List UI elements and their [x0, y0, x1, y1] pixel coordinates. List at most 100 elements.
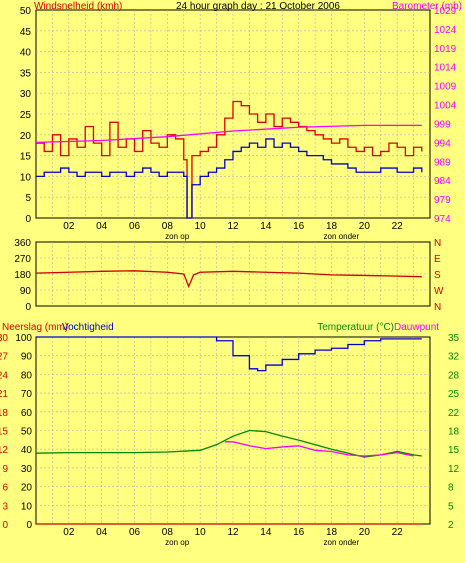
temperature-axis-title: Temperatuur (°C) — [317, 322, 394, 333]
x-tick-label-3: 08 — [162, 527, 174, 538]
rain-y-tick-label: 24 — [0, 370, 8, 381]
humidity-y-tick-label: 30 — [21, 464, 33, 475]
wind-y-tick-label: 0 — [25, 214, 31, 225]
barometer-y-tick-label: 1029 — [434, 6, 457, 17]
barometer-y-tick-label: 1009 — [434, 82, 457, 93]
direction-y-tick-label: 270 — [14, 254, 31, 265]
rain-y-tick-label: 9 — [2, 464, 8, 475]
x-tick-label-1: 08 — [162, 221, 174, 232]
temperature-y-tick-label: 8 — [448, 483, 454, 494]
chart-title: 24 hour graph day : 21 October 2006 — [176, 1, 340, 12]
direction-y-tick-label: 0 — [25, 302, 31, 313]
x-tick-label-1: 20 — [359, 221, 371, 232]
direction-y-tick-label: 90 — [20, 286, 32, 297]
humidity-axis-title: Vochtigheid — [62, 322, 114, 333]
x-tick-label-1: 22 — [392, 221, 404, 232]
x-tick-label-1: 10 — [195, 221, 207, 232]
wind-direction-series — [35, 270, 422, 289]
compass-label: N — [434, 238, 441, 249]
humidity-y-tick-label: 0 — [26, 520, 32, 531]
barometer-y-tick-label: 989 — [434, 157, 451, 168]
barometer-y-tick-label: 1014 — [434, 63, 457, 74]
x-tick-label-1: 16 — [293, 221, 305, 232]
barometer-y-tick-label: 1024 — [434, 25, 457, 36]
wind-speed-series — [36, 100, 423, 219]
x-tick-label-3: 20 — [359, 527, 371, 538]
wind-y-tick-label: 35 — [20, 68, 32, 79]
x-tick-label-1: 18 — [326, 221, 338, 232]
x-tick-label-3: 06 — [129, 527, 141, 538]
wind-y-tick-label: 30 — [20, 89, 32, 100]
temperature-y-tick-label: 35 — [448, 333, 460, 344]
barometer-y-tick-label: 984 — [434, 176, 451, 187]
barometer-y-tick-label: 999 — [434, 119, 451, 130]
x-tick-label-3: 04 — [96, 527, 108, 538]
barometer-y-tick-label: 979 — [434, 195, 451, 206]
barometer-y-tick-label: 994 — [434, 138, 451, 149]
compass-label: N — [434, 302, 441, 313]
compass-label: E — [434, 254, 441, 265]
barometer-y-tick-label: 1004 — [434, 101, 457, 112]
x-tick-label-3: 22 — [392, 527, 404, 538]
wind-y-tick-label: 40 — [20, 48, 32, 59]
humidity-y-tick-label: 90 — [21, 352, 33, 363]
x-tick-label-1: 02 — [63, 221, 75, 232]
rain-y-tick-label: 27 — [0, 352, 8, 363]
x-tick-label-3: 02 — [63, 527, 75, 538]
temperature-y-tick-label: 2 — [448, 520, 454, 531]
humidity-y-tick-label: 80 — [21, 370, 33, 381]
temperature-y-tick-label: 15 — [448, 445, 460, 456]
barometer-series — [35, 124, 422, 144]
x-tick-label-1: 14 — [260, 221, 272, 232]
x-tick-label-1: 04 — [96, 221, 108, 232]
sunset-label-3: zon onder — [324, 538, 360, 547]
rain-y-tick-label: 21 — [0, 389, 8, 400]
compass-label: W — [434, 286, 444, 297]
rain-axis-title: Neerslag (mm) — [2, 322, 68, 333]
humidity-y-tick-label: 70 — [21, 389, 33, 400]
barometer-axis-title: Barometer (mb) — [392, 1, 462, 12]
x-tick-label-3: 12 — [227, 527, 239, 538]
wind-y-tick-label: 50 — [20, 6, 32, 17]
rain-y-tick-label: 6 — [2, 483, 8, 494]
dewpoint-axis-title: Dauwpunt — [394, 322, 439, 333]
x-tick-label-3: 18 — [326, 527, 338, 538]
wind-y-tick-label: 5 — [25, 193, 31, 204]
temperature-y-tick-label: 18 — [448, 427, 460, 438]
wind-y-tick-label: 20 — [20, 131, 32, 142]
rain-y-tick-label: 0 — [2, 520, 8, 531]
wind-y-tick-label: 25 — [20, 110, 32, 121]
sunrise-label-3: zon op — [165, 538, 190, 547]
barometer-y-tick-label: 974 — [434, 214, 451, 225]
humidity-y-tick-label: 10 — [21, 501, 33, 512]
humidity-y-tick-label: 40 — [21, 445, 33, 456]
sunrise-label-1: zon op — [165, 232, 190, 241]
direction-y-tick-label: 360 — [14, 238, 31, 249]
temperature-y-tick-label: 12 — [448, 464, 460, 475]
temperature-y-tick-label: 28 — [448, 370, 460, 381]
barometer-y-tick-label: 1019 — [434, 44, 457, 55]
rain-y-tick-label: 18 — [0, 408, 8, 419]
wind-y-tick-label: 15 — [20, 152, 32, 163]
temperature-y-tick-label: 25 — [448, 389, 460, 400]
temperature-y-tick-label: 5 — [448, 501, 454, 512]
compass-label: S — [434, 270, 441, 281]
humidity-series — [36, 336, 422, 372]
x-tick-label-3: 10 — [195, 527, 207, 538]
humidity-y-tick-label: 60 — [21, 408, 33, 419]
wind-y-tick-label: 10 — [20, 172, 32, 183]
wind-y-tick-label: 45 — [20, 27, 32, 38]
direction-y-tick-label: 180 — [14, 270, 31, 281]
x-tick-label-3: 14 — [260, 527, 272, 538]
x-tick-label-1: 12 — [227, 221, 239, 232]
rain-y-tick-label: 3 — [2, 501, 8, 512]
humidity-y-tick-label: 100 — [15, 333, 32, 344]
humidity-y-tick-label: 50 — [21, 427, 33, 438]
temperature-y-tick-label: 32 — [448, 352, 460, 363]
sunset-label-1: zon onder — [324, 232, 360, 241]
dewpoint-series — [224, 441, 414, 457]
rain-y-tick-label: 30 — [0, 333, 8, 344]
wind-gust-series — [36, 138, 423, 219]
